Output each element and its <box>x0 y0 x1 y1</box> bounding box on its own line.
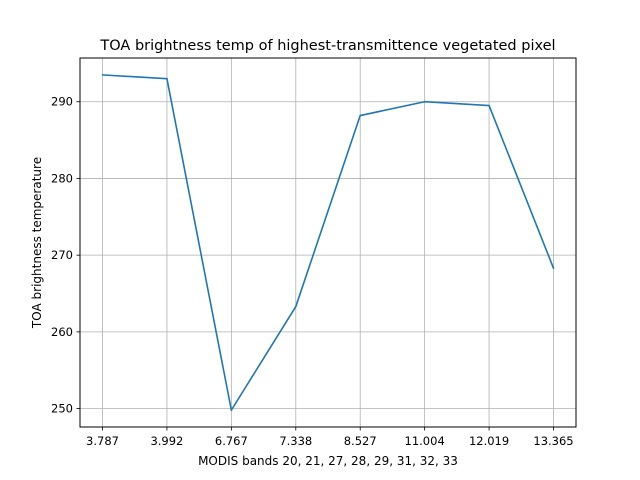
x-axis-label: MODIS bands 20, 21, 27, 28, 29, 31, 32, … <box>198 454 458 468</box>
data-point <box>488 104 490 107</box>
y-axis-label: TOA brightness temperature <box>30 157 44 329</box>
data-point <box>359 114 362 117</box>
data-point <box>101 74 104 76</box>
x-tick-label: 13.365 <box>533 434 573 448</box>
ticks: 3.787 3.992 6.767 7.338 8.527 11.004 12.019 13.… <box>51 95 574 448</box>
y-tick-label: 290 <box>51 95 73 109</box>
data-point <box>166 77 168 80</box>
x-tick-label: 7.338 <box>279 434 312 448</box>
x-tick-label: 3.787 <box>86 434 119 448</box>
data-point <box>294 305 297 308</box>
x-tick-label: 6.767 <box>215 434 248 448</box>
data-point <box>230 409 233 411</box>
y-tick-label: 280 <box>51 171 73 185</box>
series-layer <box>101 74 555 411</box>
y-tick-label: 260 <box>51 325 73 339</box>
y-tick-label: 250 <box>51 402 73 416</box>
x-tick-label: 8.527 <box>344 434 377 448</box>
x-tick-label: 11.004 <box>405 434 445 448</box>
axes-frame <box>79 57 577 428</box>
x-tick-label: 12.019 <box>469 434 509 448</box>
data-point <box>552 267 555 269</box>
series-line <box>102 74 555 411</box>
x-tick-label: 3.992 <box>150 434 183 448</box>
grid <box>80 58 576 427</box>
y-tick-label: 270 <box>51 248 73 262</box>
chart-title: TOA brightness temp of highest-transmitt… <box>99 38 555 54</box>
data-point <box>423 100 426 103</box>
